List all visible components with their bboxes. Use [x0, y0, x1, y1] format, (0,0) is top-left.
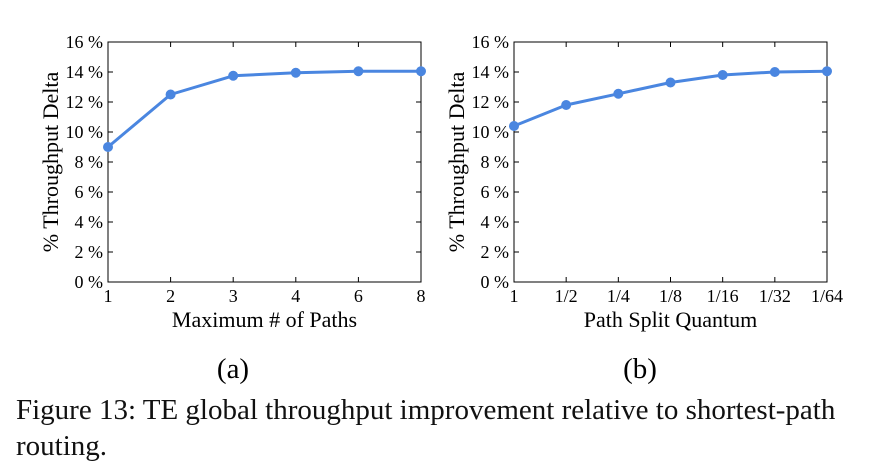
- data-point: [822, 66, 832, 77]
- x-tick-label: 1/64: [811, 286, 843, 306]
- y-tick-label: 4 %: [481, 212, 510, 232]
- y-tick-label: 0 %: [481, 272, 510, 292]
- x-tick-label: 4: [291, 286, 300, 306]
- y-tick-label: 4 %: [75, 212, 104, 232]
- figure: 0 %2 %4 %6 %8 %10 %12 %14 %16 %1 2 3 4 6 8Max…: [38, 32, 843, 385]
- data-point: [353, 66, 364, 77]
- y-tick-label: 8 %: [481, 152, 510, 172]
- x-tick-label: 8: [417, 286, 426, 306]
- data-point: [613, 88, 624, 99]
- y-axis-title: % Throughput Delta: [444, 72, 469, 253]
- chart-panel-1: 0 % 2 % 4 % 6 % 8 % 10 % 12 % 14 % 16 % 1 2 3 4 6 8 Max…: [38, 32, 426, 385]
- x-tick-label: 1/4: [607, 286, 630, 306]
- x-tick-label: 1: [510, 286, 519, 306]
- data-point: [165, 89, 176, 100]
- data-point: [509, 121, 519, 131]
- x-tick-label: 2: [166, 286, 175, 306]
- x-axis-title: Path Split Quantum: [584, 307, 758, 332]
- panel-label: (a): [217, 353, 249, 385]
- y-tick-label: 10 %: [472, 122, 510, 142]
- y-tick-label: 2 %: [75, 242, 104, 262]
- data-point: [228, 70, 239, 81]
- x-axis-title: Maximum # of Paths: [172, 307, 357, 332]
- data-point: [561, 100, 572, 110]
- series-line: [107, 69, 421, 149]
- y-tick-label: 12 %: [472, 92, 510, 112]
- y-tick-label: 14 %: [66, 62, 104, 82]
- data-point: [416, 66, 426, 77]
- x-tick-label: 1/16: [707, 286, 739, 306]
- y-tick-label: 16 %: [472, 32, 510, 52]
- y-tick-label: 8 %: [75, 152, 104, 172]
- panel-label: (b): [623, 353, 657, 385]
- chart-panel-2: 0 % 2 % 4 % 6 % 8 % 10 % 12 % 14 % 16 % 1 1/2 1/4 1/…: [444, 32, 843, 385]
- x-tick-label: 1/2: [555, 286, 578, 306]
- data-point: [769, 67, 780, 77]
- figure-caption: Figure 13: TE global throughput improvem…: [16, 394, 836, 462]
- y-tick-label: 2 %: [481, 242, 510, 262]
- y-tick-label: 6 %: [75, 182, 104, 202]
- x-tick-label: 3: [229, 286, 238, 306]
- y-tick-label: 14 %: [472, 62, 510, 82]
- y-tick-label: 0 %: [75, 272, 104, 292]
- data-point: [290, 67, 301, 78]
- data-point: [665, 77, 676, 88]
- x-tick-label: 1/32: [759, 286, 791, 306]
- data-point: [103, 142, 113, 152]
- y-tick-label: 16 %: [66, 32, 104, 52]
- y-tick-label: 6 %: [481, 182, 510, 202]
- data-point: [717, 70, 728, 80]
- y-tick-label: 12 %: [66, 92, 104, 112]
- x-tick-label: 1/8: [659, 286, 682, 306]
- x-tick-label: 6: [354, 286, 363, 306]
- y-axis-title: % Throughput Delta: [38, 72, 63, 253]
- y-tick-label: 10 %: [66, 122, 104, 142]
- plot-frame: [107, 41, 422, 283]
- x-tick-label: 1: [104, 286, 113, 306]
